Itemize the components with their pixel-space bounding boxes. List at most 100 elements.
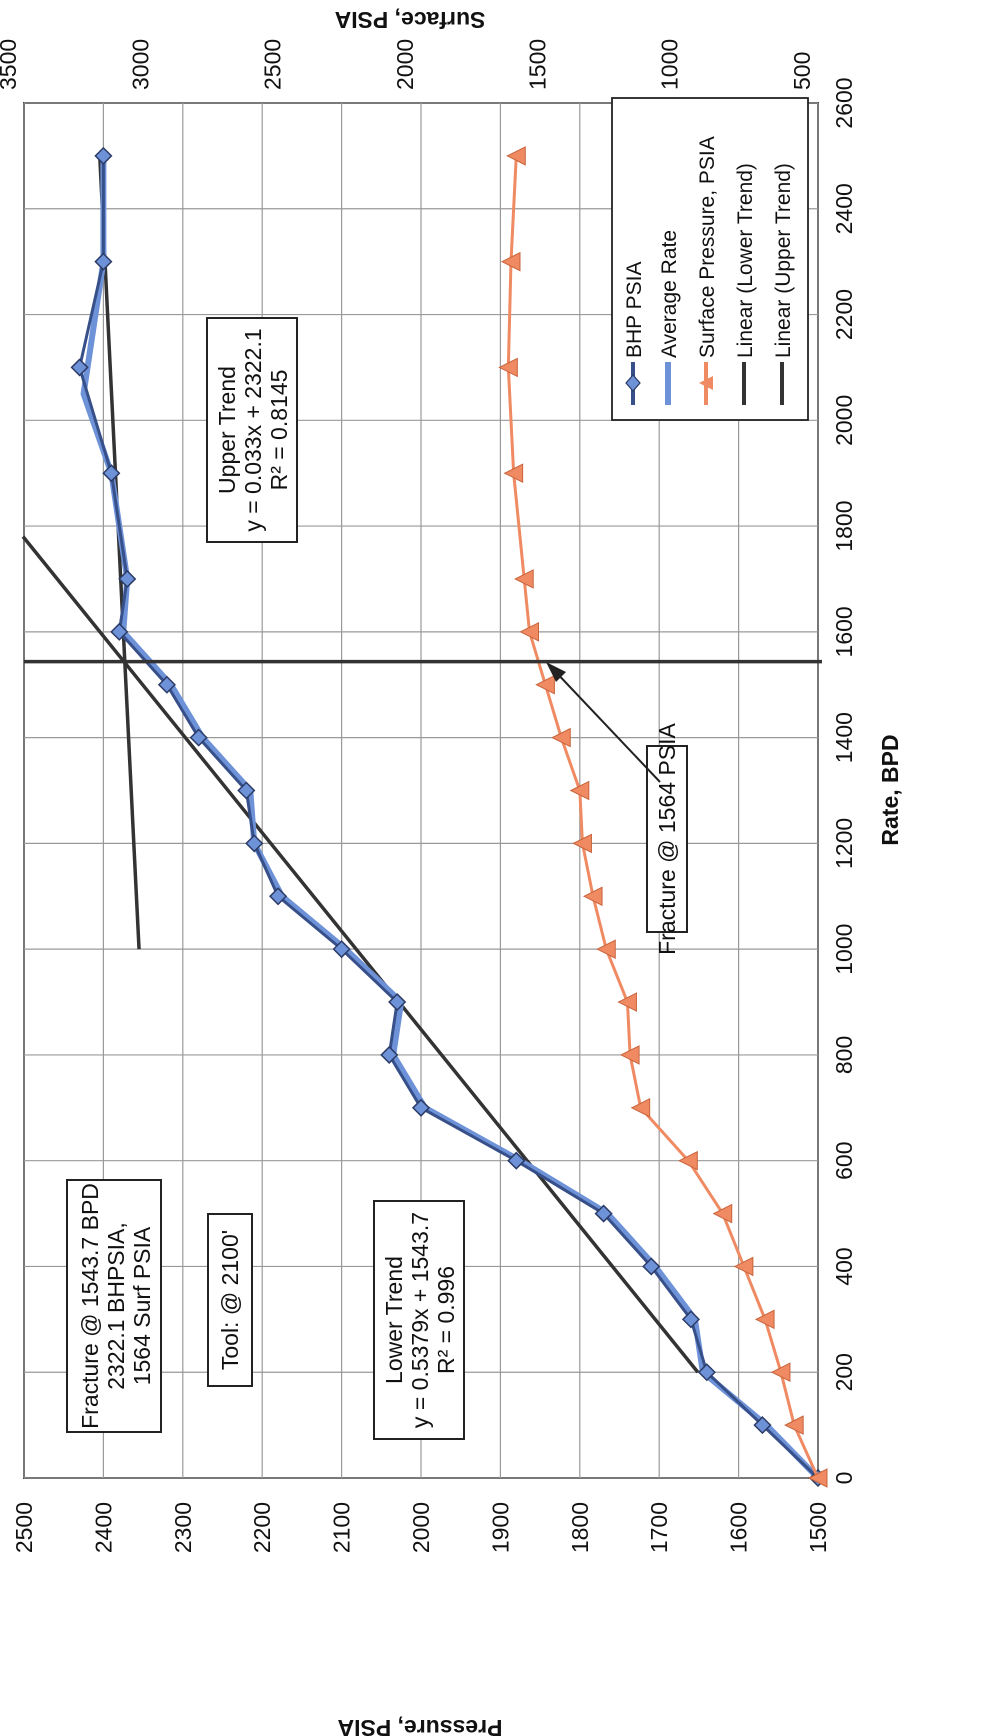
fracture-arrow-head — [546, 662, 566, 682]
left-y-tick-label: 1700 — [646, 1502, 672, 1553]
bhp-point — [110, 622, 129, 641]
bhp-point — [380, 1045, 399, 1064]
bhp-point — [681, 1310, 701, 1329]
upper-trend-equation: y = 0.033x + 2322.1 — [240, 328, 266, 531]
bhp-point — [157, 675, 176, 694]
surface-point — [506, 146, 526, 166]
bhp-point — [70, 358, 89, 377]
x-axis-title: Rate, BPD — [877, 734, 903, 845]
series-line-3 — [21, 535, 700, 1374]
legend-label-3: Linear (Lower Trend) — [734, 163, 757, 358]
legend-label-2: Surface Pressure, PSIA — [696, 136, 719, 358]
bhp-point — [411, 1098, 431, 1117]
surface-point — [500, 251, 521, 272]
bhp-point — [697, 1363, 716, 1382]
x-tick-label: 400 — [831, 1247, 857, 1285]
surface-point — [519, 622, 540, 642]
surface-point — [619, 1045, 640, 1065]
annotations: Fracture @ 1543.7 BPD 2322.1 BHPSIA, 1564 … — [66, 317, 688, 1440]
legend-label-4: Linear (Upper Trend) — [772, 163, 795, 358]
series-line-2 — [506, 155, 820, 1479]
surface-point — [712, 1203, 733, 1224]
upper-trend-box — [206, 317, 298, 543]
left-y-tick-label: 1600 — [726, 1502, 752, 1553]
surface-point — [784, 1415, 804, 1435]
surface-point — [596, 939, 616, 959]
left-y-tick-label: 2500 — [11, 1502, 37, 1553]
left-y-tick-label: 2300 — [170, 1502, 196, 1553]
right-y-tick-label: 1000 — [657, 39, 683, 90]
bhp-point — [94, 252, 113, 271]
x-tick-label: 2400 — [831, 183, 857, 234]
x-tick-label: 2200 — [831, 289, 857, 340]
x-tick-label: 200 — [831, 1353, 857, 1391]
tool-box — [207, 1213, 253, 1387]
left-y-tick-label: 1900 — [487, 1502, 513, 1553]
legend-label-0: BHP PSIA — [623, 262, 646, 359]
left-y-tick-label: 1800 — [567, 1502, 593, 1553]
legend-marker-triangle — [699, 376, 713, 390]
left-y-axis-title: Pressure, PSIA — [338, 1715, 503, 1736]
surface-point — [617, 992, 637, 1012]
surface-point — [572, 833, 592, 854]
legend-marker-diamond — [625, 374, 641, 392]
fracture-summary-box — [66, 1179, 162, 1433]
x-tick-label: 800 — [831, 1036, 857, 1074]
series-line-4 — [97, 155, 141, 950]
axis-titles: Rate, BPD Pressure, PSIA Surface, PSIA — [335, 7, 903, 1736]
right-y-tick-label: 3500 — [0, 39, 21, 90]
right-y-tick-label: 1500 — [524, 39, 550, 90]
surface-point — [678, 1150, 698, 1171]
series-line-0 — [78, 155, 820, 1480]
right-y-tick-label: 2000 — [392, 39, 418, 90]
surface-point — [569, 780, 590, 801]
bhp-point — [332, 940, 351, 959]
bhp-point — [189, 728, 208, 747]
upper-trend-title: Upper Trend — [214, 366, 240, 494]
fracture-surface-label: Fracture @ 1564 PSIA — [654, 722, 680, 954]
surface-point — [630, 1097, 651, 1118]
left-y-tick-label: 2200 — [249, 1502, 275, 1553]
bhp-point — [269, 887, 288, 906]
fracture-summary-line-3: 1564 Surf PSIA — [129, 1226, 155, 1385]
bhp-point — [237, 781, 256, 800]
x-tick-label: 1600 — [831, 606, 857, 657]
surface-point — [733, 1256, 754, 1277]
tick-labels: 0 200 400 600 800 1000 1200 1400 1600 1800 2000 220… — [0, 39, 857, 1553]
bhp-point — [507, 1151, 526, 1170]
bhp-point — [753, 1416, 772, 1435]
left-y-tick-label: 2000 — [408, 1502, 434, 1553]
lower-trend-equation: y = 0.5379x + 1543.7 — [407, 1212, 433, 1428]
bhp-point — [118, 569, 137, 589]
x-tick-label: 1800 — [831, 500, 857, 551]
surface-point — [514, 569, 534, 589]
x-tick-label: 2000 — [831, 395, 857, 446]
left-y-tick-label: 2100 — [329, 1502, 355, 1553]
lower-trend-r2: R² = 0.996 — [433, 1266, 459, 1374]
right-y-tick-label: 3000 — [127, 39, 153, 90]
x-tick-label: 1200 — [831, 818, 857, 869]
surface-point — [770, 1362, 791, 1383]
surface-point — [582, 886, 603, 907]
left-y-tick-label: 2400 — [90, 1502, 116, 1553]
right-y-tick-label: 500 — [789, 52, 815, 90]
series-layer — [21, 146, 828, 1488]
legend-label-1: Average Rate — [658, 230, 681, 358]
bhp-point — [102, 464, 121, 483]
surface-point — [807, 1468, 828, 1488]
x-tick-label: 1000 — [831, 924, 857, 975]
bhp-point — [642, 1257, 661, 1276]
bhp-point — [94, 146, 113, 165]
right-y-tick-label: 2500 — [260, 39, 286, 90]
surface-point — [551, 727, 571, 748]
upper-trend-r2: R² = 0.8145 — [266, 370, 292, 491]
left-y-tick-label: 1500 — [805, 1502, 831, 1553]
surface-point — [754, 1309, 775, 1330]
fracture-summary-line-2: 2322.1 BHPSIA, — [103, 1222, 129, 1390]
bhp-point — [388, 992, 407, 1012]
right-y-axis-title: Surface, PSIA — [335, 7, 486, 33]
bhp-point — [594, 1204, 613, 1223]
surface-point — [535, 674, 555, 695]
fracture-surface-box — [646, 745, 688, 933]
